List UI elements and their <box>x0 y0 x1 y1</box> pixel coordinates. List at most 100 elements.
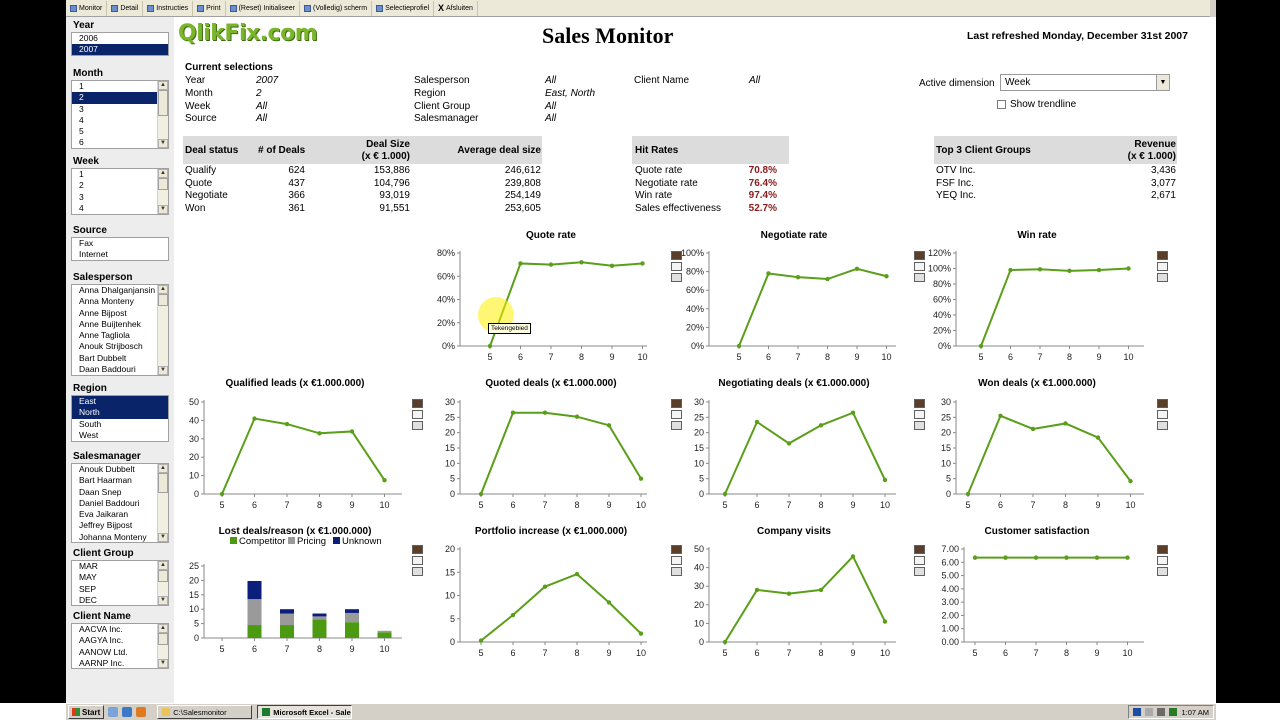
clientgroup-item[interactable]: DEC <box>79 594 97 605</box>
salesmanager-item[interactable]: Johanna Monteny <box>79 531 147 542</box>
start-button[interactable]: Start <box>68 705 105 719</box>
salesmanager-item[interactable]: Daniel Baddouri <box>79 497 140 508</box>
source-item[interactable]: Fax <box>79 238 94 248</box>
salesperson-item[interactable]: Anne Buijtenhek <box>79 318 141 329</box>
salesperson-item[interactable]: Anna Monteny <box>79 296 134 307</box>
month-item[interactable]: 6 <box>79 137 84 148</box>
clientname-item[interactable]: AARNP Inc. <box>79 657 125 668</box>
minimize-icon[interactable] <box>914 556 925 565</box>
month-item[interactable]: 5 <box>79 126 84 137</box>
source-item[interactable]: Internet <box>79 249 108 260</box>
ie-icon[interactable] <box>122 707 133 717</box>
toolbar-button-0[interactable]: Monitor <box>66 0 108 16</box>
toolbar-button-6[interactable]: Selectieprofiel <box>372 0 435 16</box>
minimize-icon[interactable] <box>412 410 423 419</box>
zoom-icon[interactable] <box>1157 273 1168 282</box>
fast-change-icon[interactable] <box>914 399 925 408</box>
salesperson-item[interactable]: Bart Dubbelt <box>79 352 127 363</box>
volume-icon[interactable] <box>1145 708 1154 716</box>
year-item[interactable]: 2007 <box>72 44 168 55</box>
scroll-down-icon[interactable]: ▼ <box>158 659 168 668</box>
month-item[interactable]: 1 <box>79 81 84 91</box>
fast-change-icon[interactable] <box>412 399 423 408</box>
week-item[interactable]: 4 <box>79 202 84 213</box>
scroll-down-icon[interactable]: ▼ <box>158 139 168 148</box>
fast-change-icon[interactable] <box>671 399 682 408</box>
salesmanager-item[interactable]: Eva Jaikaran <box>79 509 129 520</box>
fast-change-icon[interactable] <box>914 545 925 554</box>
fast-change-icon[interactable] <box>1157 251 1168 260</box>
scroll-down-icon[interactable]: ▼ <box>158 366 168 375</box>
zoom-icon[interactable] <box>412 567 423 576</box>
zoom-icon[interactable] <box>671 421 682 430</box>
taskbar-task-1[interactable]: Microsoft Excel - Sale... <box>257 705 353 719</box>
month-item[interactable]: 3 <box>79 103 84 114</box>
clientname-item[interactable]: AANOW Ltd. <box>79 646 128 657</box>
salesmanager-scrollbar[interactable]: ▲ ▼ <box>157 464 168 542</box>
scroll-thumb[interactable] <box>158 294 168 306</box>
clientname-item[interactable]: AAGYA Inc. <box>79 635 124 646</box>
zoom-icon[interactable] <box>914 567 925 576</box>
clientgroup-item[interactable]: SEP <box>79 583 97 594</box>
active-dimension-select[interactable]: Week ▼ <box>1000 74 1170 91</box>
week-item[interactable]: 3 <box>79 191 84 202</box>
salesperson-item[interactable]: Anne Bijpost <box>79 307 127 318</box>
salesperson-listbox[interactable]: Anna Dhalganjansin Anna Monteny Anne Bijpo… <box>71 284 169 376</box>
scroll-up-icon[interactable]: ▲ <box>158 169 168 178</box>
scroll-down-icon[interactable]: ▼ <box>158 205 168 214</box>
monitor-tray-icon[interactable] <box>1157 708 1166 716</box>
salesperson-item[interactable]: Anouk Strijbosch <box>79 341 143 352</box>
minimize-icon[interactable] <box>914 410 925 419</box>
month-item[interactable]: 4 <box>79 114 84 125</box>
taskbar-task-0[interactable]: C:\Salesmonitor <box>157 705 253 719</box>
month-scrollbar[interactable]: ▲ ▼ <box>157 81 168 148</box>
fast-change-icon[interactable] <box>914 251 925 260</box>
source-listbox[interactable]: Fax Internet <box>71 237 169 261</box>
minimize-icon[interactable] <box>1157 410 1168 419</box>
scroll-down-icon[interactable]: ▼ <box>158 596 168 605</box>
salesmanager-listbox[interactable]: Anouk Dubbelt Bart Haarman Daan Snep Daniel… <box>71 463 169 543</box>
scroll-thumb[interactable] <box>158 90 168 116</box>
year-item[interactable]: 2006 <box>79 33 98 43</box>
salesmanager-item[interactable]: Bart Haarman <box>79 475 132 486</box>
month-listbox[interactable]: 1 2 3 4 5 6 ▲ ▼ <box>71 80 169 149</box>
fast-change-icon[interactable] <box>671 251 682 260</box>
toolbar-button-1[interactable]: Detail <box>107 0 144 16</box>
minimize-icon[interactable] <box>914 262 925 271</box>
zoom-icon[interactable] <box>412 421 423 430</box>
toolbar-button-5[interactable]: (Volledig) scherm <box>300 0 373 16</box>
week-scrollbar[interactable]: ▲ ▼ <box>157 169 168 214</box>
desktop-icon[interactable] <box>108 707 119 717</box>
region-item[interactable]: South <box>79 418 102 429</box>
year-listbox[interactable]: 2006 2007 <box>71 32 169 56</box>
minimize-icon[interactable] <box>412 556 423 565</box>
scroll-thumb[interactable] <box>158 178 168 190</box>
week-listbox[interactable]: 1 2 3 4 ▲ ▼ <box>71 168 169 215</box>
scroll-up-icon[interactable]: ▲ <box>158 624 168 633</box>
scroll-thumb[interactable] <box>158 570 168 582</box>
minimize-icon[interactable] <box>671 410 682 419</box>
scroll-up-icon[interactable]: ▲ <box>158 561 168 570</box>
fast-change-icon[interactable] <box>412 545 423 554</box>
show-trendline-checkbox[interactable] <box>997 100 1006 109</box>
scroll-down-icon[interactable]: ▼ <box>158 533 168 542</box>
scroll-up-icon[interactable]: ▲ <box>158 285 168 294</box>
toolbar-scroll[interactable] <box>1210 0 1216 17</box>
zoom-icon[interactable] <box>1157 421 1168 430</box>
minimize-icon[interactable] <box>671 262 682 271</box>
region-listbox[interactable]: East North South West <box>71 395 169 442</box>
salesperson-item[interactable]: Anna Dhalganjansin <box>79 285 156 295</box>
zoom-icon[interactable] <box>914 421 925 430</box>
clientgroup-listbox[interactable]: MAR MAY SEP DEC ▲ ▼ <box>71 560 169 606</box>
clientname-scrollbar[interactable]: ▲ ▼ <box>157 624 168 668</box>
salesmanager-item[interactable]: Daan Snep <box>79 486 122 497</box>
chevron-down-icon[interactable]: ▼ <box>1156 75 1169 90</box>
scroll-up-icon[interactable]: ▲ <box>158 81 168 90</box>
toolbar-button-3[interactable]: Print <box>193 0 226 16</box>
zoom-icon[interactable] <box>1157 567 1168 576</box>
zoom-icon[interactable] <box>671 273 682 282</box>
fast-change-icon[interactable] <box>1157 399 1168 408</box>
zoom-icon[interactable] <box>914 273 925 282</box>
scroll-thumb[interactable] <box>158 473 168 493</box>
week-item[interactable]: 1 <box>79 169 84 179</box>
